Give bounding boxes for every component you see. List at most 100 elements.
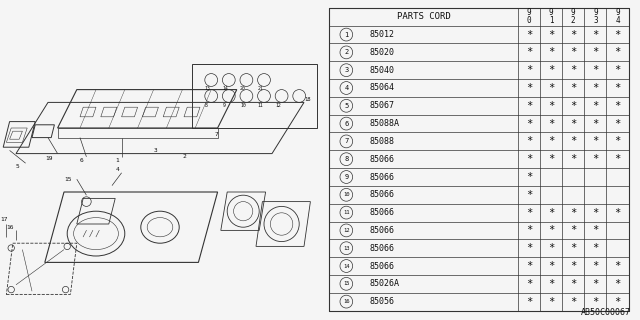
Text: 9
3: 9 3 [593,8,598,25]
Text: *: * [592,154,598,164]
Text: 10: 10 [343,192,349,197]
Text: 7: 7 [344,138,348,144]
Text: *: * [526,243,532,253]
Text: *: * [570,136,577,146]
Text: 9
2: 9 2 [571,8,575,25]
Text: 85066: 85066 [369,172,394,181]
Text: *: * [570,65,577,75]
Text: 85064: 85064 [369,84,394,92]
Text: 13: 13 [343,246,349,251]
Text: *: * [526,136,532,146]
Text: 2: 2 [182,154,186,159]
Text: 9
0: 9 0 [527,8,531,25]
Text: *: * [570,101,577,111]
Text: *: * [526,225,532,236]
Text: 85026A: 85026A [369,279,399,288]
Text: 16: 16 [6,225,14,230]
Text: *: * [526,29,532,40]
Text: *: * [548,261,554,271]
Text: 85012: 85012 [369,30,394,39]
Text: *: * [548,65,554,75]
Text: 11: 11 [258,103,263,108]
Text: *: * [548,279,554,289]
Text: 85066: 85066 [369,190,394,199]
Text: 85067: 85067 [369,101,394,110]
Text: *: * [570,261,577,271]
Text: 12: 12 [275,103,281,108]
Text: *: * [570,208,577,218]
Text: 8: 8 [344,156,348,162]
Text: *: * [592,136,598,146]
Text: 85020: 85020 [369,48,394,57]
Text: 19: 19 [45,156,52,161]
Text: 9
1: 9 1 [548,8,554,25]
Text: 14: 14 [343,263,349,268]
Text: 1: 1 [115,157,119,163]
Text: *: * [592,243,598,253]
Text: *: * [526,101,532,111]
Text: 6: 6 [344,121,348,127]
Text: 20: 20 [240,85,246,91]
Text: 9: 9 [344,174,348,180]
Text: *: * [592,279,598,289]
Text: 2: 2 [344,49,348,55]
Text: *: * [614,154,621,164]
Text: 85056: 85056 [369,297,394,306]
Text: 85066: 85066 [369,244,394,253]
Text: 85088: 85088 [369,137,394,146]
Text: 17: 17 [0,217,8,222]
Text: *: * [570,154,577,164]
Text: *: * [614,101,621,111]
Text: *: * [570,297,577,307]
Text: 85066: 85066 [369,155,394,164]
Text: *: * [614,83,621,93]
Text: 6: 6 [80,157,84,163]
Text: *: * [592,101,598,111]
Text: *: * [592,83,598,93]
Text: *: * [548,208,554,218]
Text: *: * [614,29,621,40]
Text: *: * [614,65,621,75]
Text: 11: 11 [343,210,349,215]
Text: 16: 16 [343,299,349,304]
Text: *: * [548,136,554,146]
Text: 85088A: 85088A [369,119,399,128]
Text: *: * [526,172,532,182]
Text: *: * [548,243,554,253]
Text: *: * [570,279,577,289]
Text: *: * [570,243,577,253]
Text: *: * [526,208,532,218]
Text: *: * [526,83,532,93]
Text: *: * [570,47,577,57]
Text: *: * [526,261,532,271]
Text: *: * [548,29,554,40]
Text: *: * [592,261,598,271]
Text: *: * [548,83,554,93]
Text: *: * [592,29,598,40]
Text: 18: 18 [304,97,310,102]
Text: 3: 3 [344,67,348,73]
Text: 4: 4 [344,85,348,91]
Text: 10: 10 [240,103,246,108]
Text: 7: 7 [214,132,218,137]
Text: 15: 15 [64,177,72,182]
Text: *: * [526,154,532,164]
Text: *: * [548,225,554,236]
Text: *: * [526,119,532,129]
Text: 14: 14 [223,85,228,91]
Text: *: * [570,119,577,129]
Text: 8: 8 [205,103,207,108]
Text: *: * [592,119,598,129]
Text: *: * [548,119,554,129]
Text: 85066: 85066 [369,208,394,217]
Text: *: * [614,119,621,129]
Text: *: * [526,279,532,289]
Text: *: * [614,297,621,307]
Text: PARTS CORD: PARTS CORD [397,12,451,21]
Text: 5: 5 [16,164,20,169]
Text: *: * [592,47,598,57]
Text: AB50C00067: AB50C00067 [580,308,630,317]
Text: *: * [614,208,621,218]
Text: 13: 13 [205,85,211,91]
Text: 4: 4 [115,167,119,172]
